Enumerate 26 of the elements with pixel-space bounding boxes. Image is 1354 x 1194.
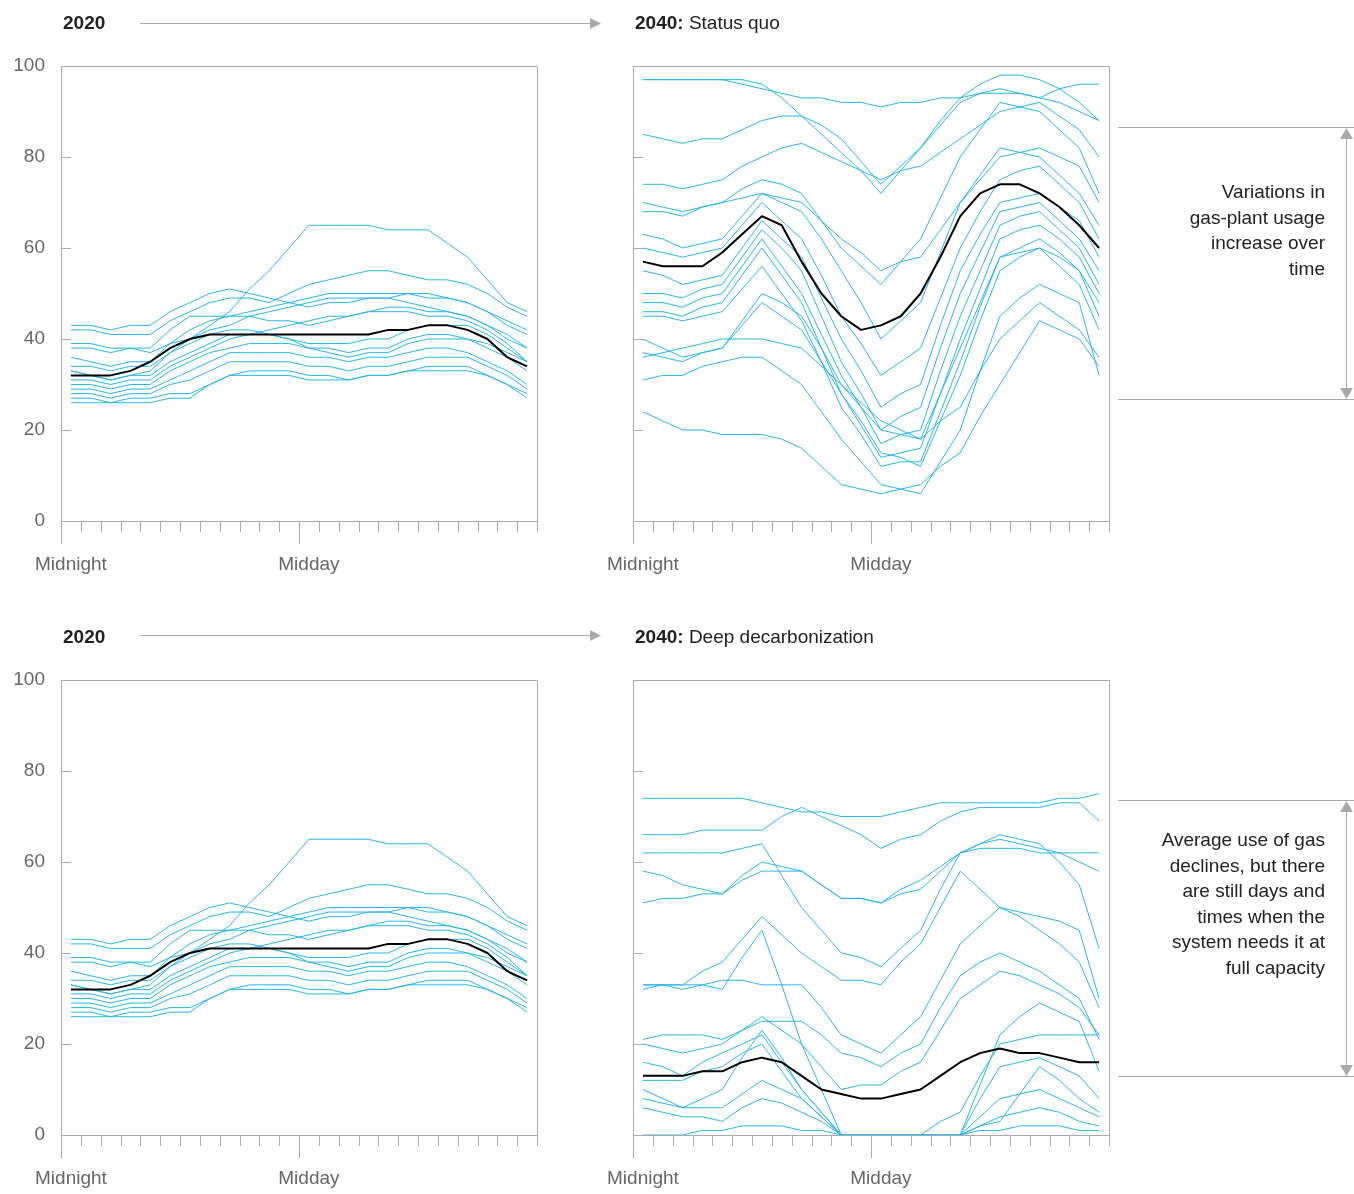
- x-tick-label: Midnight: [607, 1166, 680, 1188]
- text: Variations in gas-plant usage increase over time: [1189, 180, 1325, 281]
- x-tick-label: Midday: [850, 1166, 913, 1188]
- y-tick-label: 60: [23, 850, 45, 872]
- text: Average use of gas declines, but there are still days and times when the system needs it at full capacity: [1160, 828, 1325, 980]
- y-tick-label: 40: [23, 327, 45, 349]
- y-tick-label: 100: [13, 668, 45, 690]
- y-tick-label: 100: [13, 54, 45, 76]
- chart-title: 2020: [63, 12, 106, 33]
- y-tick-label: 0: [34, 509, 45, 531]
- y-tick-label: 80: [23, 759, 45, 781]
- x-tick-label: Midnight: [607, 552, 680, 574]
- chart-title: 2020: [63, 626, 106, 647]
- x-tick-label: Midday: [850, 552, 913, 574]
- x-tick-label: Midday: [278, 1166, 341, 1188]
- y-tick-label: 60: [23, 236, 45, 258]
- y-tick-label: 80: [23, 145, 45, 167]
- y-tick-label: 20: [23, 418, 45, 440]
- y-tick-label: 40: [23, 941, 45, 963]
- x-tick-label: Midday: [278, 552, 341, 574]
- x-tick-label: Midnight: [35, 552, 108, 574]
- x-tick-label: Midnight: [35, 1166, 108, 1188]
- y-tick-label: 0: [34, 1123, 45, 1145]
- y-tick-label: 20: [23, 1032, 45, 1054]
- chart-title: 2040: Deep decarbonization: [635, 626, 874, 647]
- chart-title: 2040: Status quo: [635, 12, 780, 33]
